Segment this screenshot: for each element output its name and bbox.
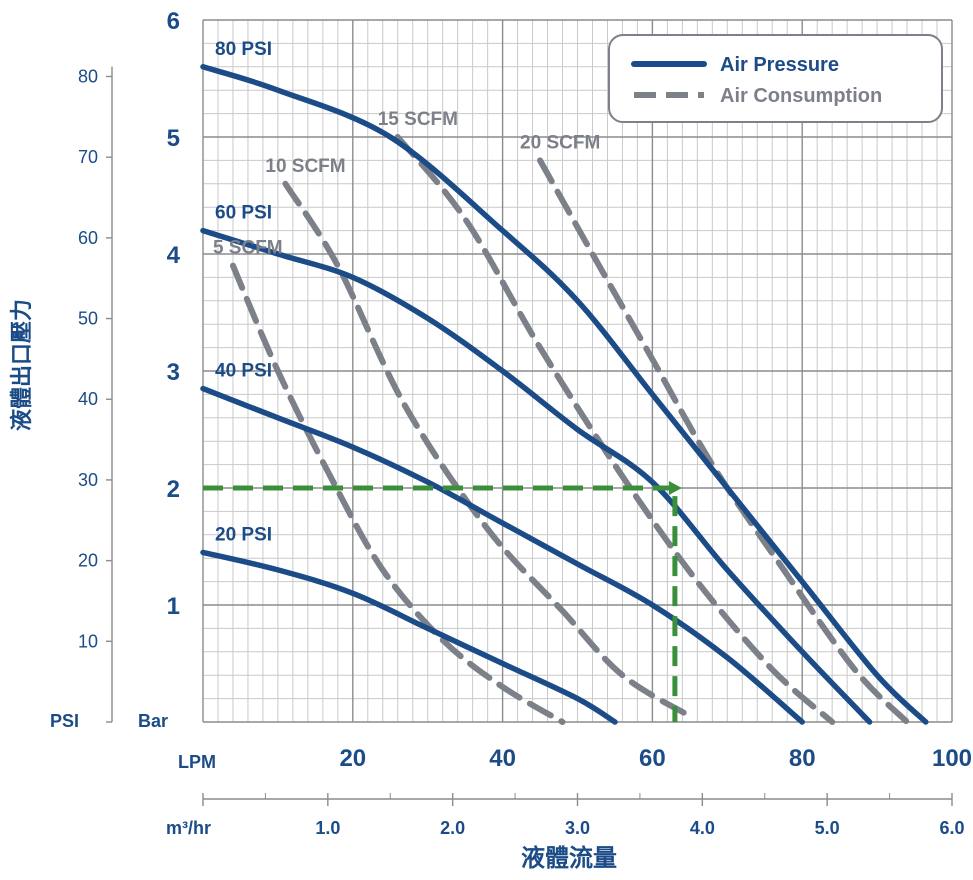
air-pressure-label: 20 PSI	[215, 524, 272, 545]
air-consumption-curve	[537, 157, 911, 725]
y-left-tick-label: 80	[78, 66, 98, 86]
air-consumption-curve	[282, 180, 693, 720]
guide-arrowhead	[668, 481, 682, 495]
x-primary-tick-label: 20	[339, 745, 366, 772]
air-consumption-label: 15 SCFM	[378, 109, 458, 130]
x-secondary-tick-label: 3.0	[565, 818, 590, 838]
air-consumption-curve	[230, 262, 566, 725]
air-pressure-label: 80 PSI	[215, 39, 272, 60]
air-consumption-label: 10 SCFM	[265, 156, 345, 177]
air-pressure-curve	[200, 549, 618, 725]
air-consumption-label: 20 SCFM	[520, 132, 600, 153]
air-consumption-label: 5 SCFM	[213, 238, 283, 259]
chart-labels: 10 20 30 40 50 60 70 80 1 2 3 4 5 6 20 40 60 80 100 1.0 2.0 3…	[78, 8, 972, 838]
x-secondary-tick-label: 6.0	[939, 818, 964, 838]
chart-curves	[200, 64, 929, 725]
y-right-tick-label: 5	[167, 125, 180, 152]
y-left-tick-label: 40	[78, 389, 98, 409]
air-pressure-label: 40 PSI	[215, 361, 272, 382]
air-consumption-curve	[394, 134, 836, 725]
chart-legend: Air Pressure Air Consumption	[608, 34, 943, 123]
x-secondary-unit-label: m³/hr	[166, 818, 211, 838]
x-secondary-tick-label: 1.0	[315, 818, 340, 838]
air-pressure-curve	[200, 385, 805, 725]
air-pressure-label: 60 PSI	[215, 203, 272, 224]
y-axis-title: 液體出口壓力	[9, 299, 34, 431]
x-primary-tick-label: 60	[639, 745, 666, 772]
y-right-unit-label: Bar	[138, 711, 168, 731]
y-left-tick-label: 30	[78, 470, 98, 490]
legend-box	[608, 34, 943, 123]
x-axis-title: 液體流量	[521, 844, 617, 872]
air-pressure-curve	[200, 64, 929, 725]
y-right-tick-label: 3	[167, 359, 180, 386]
y-right-tick-label: 4	[167, 242, 181, 269]
y-left-tick-label: 10	[78, 631, 98, 651]
y-left-tick-label: 20	[78, 551, 98, 571]
x-primary-tick-label: 40	[489, 745, 516, 772]
x-secondary-tick-label: 4.0	[690, 818, 715, 838]
legend-label-air-pressure: Air Pressure	[720, 54, 839, 76]
x-primary-unit-label: LPM	[178, 752, 216, 772]
y-right-tick-label: 1	[167, 593, 180, 620]
legend-label-air-consumption: Air Consumption	[720, 85, 882, 107]
operating-point-guide	[203, 485, 678, 722]
x-primary-tick-label: 100	[932, 745, 972, 772]
y-left-tick-label: 60	[78, 228, 98, 248]
y-right-tick-label: 6	[167, 8, 180, 35]
air-pressure-curve	[200, 227, 873, 725]
y-left-unit-label: PSI	[50, 711, 79, 731]
y-left-tick-label: 50	[78, 309, 98, 329]
y-left-tick-label: 70	[78, 147, 98, 167]
y-right-tick-label: 2	[167, 476, 180, 503]
x-secondary-tick-label: 5.0	[815, 818, 840, 838]
x-primary-tick-label: 80	[789, 745, 816, 772]
x-secondary-tick-label: 2.0	[440, 818, 465, 838]
